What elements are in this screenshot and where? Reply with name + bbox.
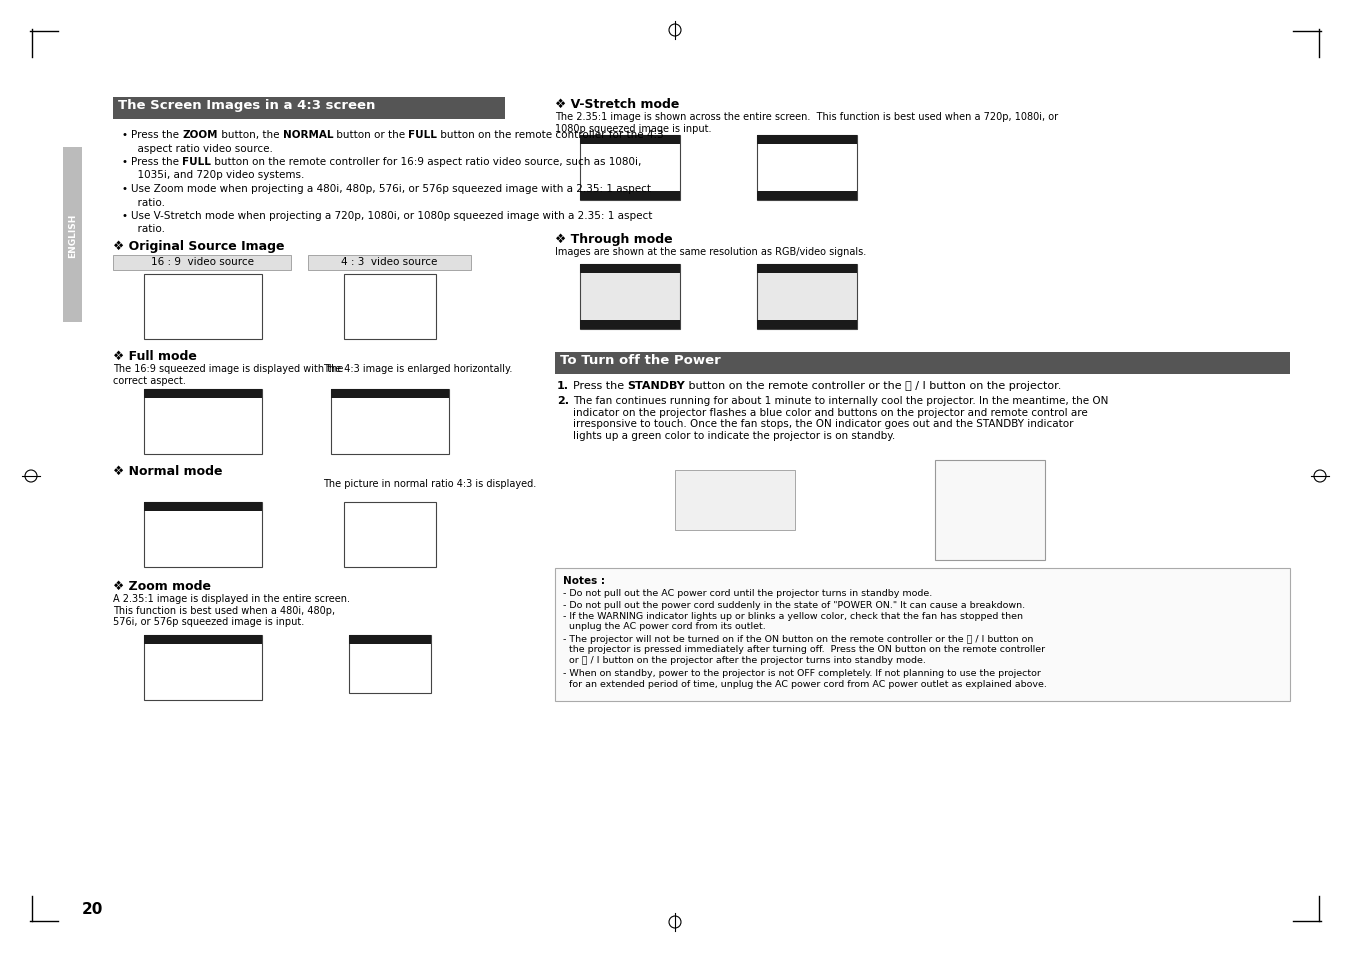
Text: 1035i, and 720p video systems.: 1035i, and 720p video systems. — [131, 171, 304, 180]
Bar — [349, 636, 431, 693]
Bar — [580, 136, 680, 145]
Text: The 2.35:1 image is shown across the entire screen.  This function is best used : The 2.35:1 image is shown across the ent… — [555, 112, 1058, 133]
Text: button on the remote controller for 16:9 aspect ratio video source, such as 1080: button on the remote controller for 16:9… — [211, 157, 642, 167]
Bar — [757, 265, 857, 330]
Text: ENGLISH: ENGLISH — [68, 213, 77, 258]
Text: - When on standby, power to the projector is not OFF completely. If not planning: - When on standby, power to the projecto… — [563, 669, 1047, 688]
Bar — [349, 636, 431, 644]
Text: - Do not pull out the power cord suddenly in the state of "POWER ON." It can cau: - Do not pull out the power cord suddenl… — [563, 599, 1025, 609]
Bar — [113, 98, 505, 120]
Text: - Do not pull out the AC power cord until the projector turns in standby mode.: - Do not pull out the AC power cord unti… — [563, 588, 932, 598]
Text: 20: 20 — [82, 901, 104, 916]
Text: 4 : 3  video source: 4 : 3 video source — [340, 256, 438, 267]
Text: Press the: Press the — [131, 130, 182, 140]
Text: •: • — [122, 157, 127, 167]
Bar — [63, 148, 82, 323]
Text: Use V-Stretch mode when projecting a 720p, 1080i, or 1080p squeezed image with a: Use V-Stretch mode when projecting a 720… — [131, 211, 653, 221]
Text: 1.: 1. — [557, 380, 569, 391]
Text: ❖ Through mode: ❖ Through mode — [555, 233, 673, 246]
Text: aspect ratio video source.: aspect ratio video source. — [131, 143, 273, 153]
Bar — [145, 502, 262, 512]
Bar — [145, 502, 262, 567]
Bar — [345, 274, 436, 339]
Text: ❖ Zoom mode: ❖ Zoom mode — [113, 579, 211, 593]
Bar — [331, 390, 449, 398]
Text: ❖ V-Stretch mode: ❖ V-Stretch mode — [555, 98, 680, 111]
Text: NORMAL: NORMAL — [282, 130, 332, 140]
Text: FULL: FULL — [408, 130, 438, 140]
Text: ratio.: ratio. — [131, 224, 165, 234]
Text: Press the: Press the — [131, 157, 182, 167]
Bar — [757, 136, 857, 145]
Bar — [145, 390, 262, 398]
Text: 16 : 9  video source: 16 : 9 video source — [150, 256, 254, 267]
Text: •: • — [122, 211, 127, 221]
Text: The 16:9 squeezed image is displayed with the
correct aspect.: The 16:9 squeezed image is displayed wit… — [113, 364, 343, 385]
Bar — [580, 136, 680, 201]
Text: ❖ Normal mode: ❖ Normal mode — [113, 464, 223, 477]
Text: The 4:3 image is enlarged horizontally.: The 4:3 image is enlarged horizontally. — [323, 364, 512, 374]
Text: Images are shown at the same resolution as RGB/video signals.: Images are shown at the same resolution … — [555, 247, 866, 256]
Text: - If the WARNING indicator lights up or blinks a yellow color, check that the fa: - If the WARNING indicator lights up or … — [563, 612, 1023, 631]
Text: ratio.: ratio. — [131, 197, 165, 208]
Text: 2.: 2. — [557, 395, 569, 406]
Bar — [331, 390, 449, 455]
Text: A 2.35:1 image is displayed in the entire screen.
This function is best used whe: A 2.35:1 image is displayed in the entir… — [113, 594, 350, 626]
Text: Notes :: Notes : — [563, 576, 605, 585]
Text: button, the: button, the — [218, 130, 282, 140]
Text: - The projector will not be turned on if the ON button on the remote controller : - The projector will not be turned on if… — [563, 635, 1046, 664]
Text: •: • — [122, 130, 127, 140]
Bar — [113, 255, 290, 271]
Text: Press the: Press the — [573, 380, 628, 391]
Text: button on the remote controller for the 4:3: button on the remote controller for the … — [438, 130, 663, 140]
Bar — [345, 502, 436, 567]
Text: ❖ Full mode: ❖ Full mode — [113, 350, 197, 363]
Bar — [580, 265, 680, 330]
Bar — [145, 636, 262, 700]
Text: The Screen Images in a 4:3 screen: The Screen Images in a 4:3 screen — [118, 99, 376, 112]
Bar — [676, 471, 794, 531]
Text: ❖ Original Source Image: ❖ Original Source Image — [113, 240, 285, 253]
Text: STANDBY: STANDBY — [628, 380, 685, 391]
Bar — [757, 192, 857, 201]
Text: button or the: button or the — [332, 130, 408, 140]
Bar — [935, 460, 1046, 560]
Bar — [580, 265, 680, 274]
Bar — [555, 568, 1290, 701]
Bar — [145, 274, 262, 339]
Text: button on the remote controller or the ⏻ / I button on the projector.: button on the remote controller or the ⏻… — [685, 380, 1062, 391]
Text: •: • — [122, 184, 127, 193]
Text: To Turn off the Power: To Turn off the Power — [561, 354, 720, 367]
Bar — [757, 136, 857, 201]
Bar — [145, 390, 262, 455]
Bar — [580, 320, 680, 330]
Text: FULL: FULL — [182, 157, 211, 167]
Text: ZOOM: ZOOM — [182, 130, 218, 140]
Text: Use Zoom mode when projecting a 480i, 480p, 576i, or 576p squeezed image with a : Use Zoom mode when projecting a 480i, 48… — [131, 184, 651, 193]
Bar — [555, 353, 1290, 375]
Bar — [757, 320, 857, 330]
Bar — [580, 192, 680, 201]
Text: The picture in normal ratio 4:3 is displayed.: The picture in normal ratio 4:3 is displ… — [323, 478, 536, 489]
Bar — [308, 255, 471, 271]
Text: The fan continues running for about 1 minute to internally cool the projector. I: The fan continues running for about 1 mi… — [573, 395, 1108, 440]
Bar — [757, 265, 857, 274]
Bar — [145, 636, 262, 644]
